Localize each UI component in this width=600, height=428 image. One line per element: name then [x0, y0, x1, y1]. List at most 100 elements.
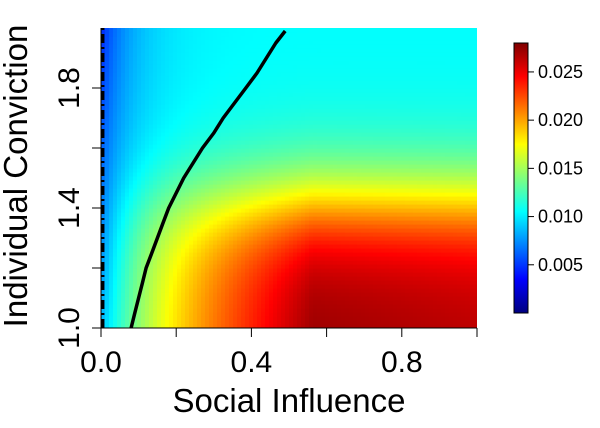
heatmap-cell — [321, 320, 326, 325]
heatmap-cell — [345, 96, 350, 101]
heatmap-cell — [153, 280, 158, 285]
heatmap-cell — [265, 36, 270, 41]
heatmap-cell — [245, 176, 250, 181]
heatmap-cell — [137, 244, 142, 249]
heatmap-cell — [265, 88, 270, 93]
heatmap-cell — [325, 148, 330, 153]
heatmap-cell — [317, 308, 322, 313]
heatmap-cell — [113, 128, 118, 133]
heatmap-cell — [153, 272, 158, 277]
heatmap-cell — [337, 104, 342, 109]
heatmap-cell — [141, 300, 146, 305]
heatmap-cell — [253, 192, 258, 197]
heatmap-cell — [285, 76, 290, 81]
heatmap-cell — [349, 220, 354, 225]
heatmap-cell — [317, 112, 322, 117]
heatmap-cell — [201, 232, 206, 237]
heatmap-cell — [341, 208, 346, 213]
heatmap-cell — [261, 136, 266, 141]
heatmap-cell — [173, 264, 178, 269]
heatmap-cell — [245, 60, 250, 65]
heatmap-cell — [361, 232, 366, 237]
heatmap-cell — [225, 316, 230, 321]
heatmap-cell — [309, 28, 314, 33]
heatmap-cell — [357, 176, 362, 181]
heatmap-cell — [193, 68, 198, 73]
heatmap-cell — [301, 28, 306, 33]
heatmap-cell — [113, 208, 118, 213]
heatmap-cell — [145, 128, 150, 133]
heatmap-cell — [153, 112, 158, 117]
heatmap-cell — [289, 180, 294, 185]
heatmap-cell — [209, 272, 214, 277]
heatmap-cell — [209, 104, 214, 109]
heatmap-cell — [201, 208, 206, 213]
heatmap-cell — [361, 296, 366, 301]
heatmap-cell — [161, 64, 166, 69]
heatmap-cell — [149, 276, 154, 281]
heatmap-cell — [341, 256, 346, 261]
heatmap-cell — [305, 164, 310, 169]
heatmap-cell — [141, 236, 146, 241]
heatmap-cell — [257, 180, 262, 185]
heatmap-cell — [301, 168, 306, 173]
heatmap-cell — [129, 60, 134, 65]
heatmap-cell — [113, 300, 118, 305]
heatmap-cell — [169, 104, 174, 109]
heatmap-cell — [233, 148, 238, 153]
heatmap-cell — [309, 272, 314, 277]
heatmap-cell — [177, 280, 182, 285]
heatmap-cell — [225, 220, 230, 225]
heatmap-cell — [157, 284, 162, 289]
heatmap-cell — [177, 140, 182, 145]
heatmap-cell — [225, 72, 230, 77]
heatmap-cell — [209, 260, 214, 265]
heatmap-cell — [125, 120, 130, 125]
heatmap-cell — [201, 228, 206, 233]
heatmap-cell — [109, 56, 114, 61]
heatmap-cell — [185, 28, 190, 33]
heatmap-cell — [149, 216, 154, 221]
heatmap-cell — [349, 128, 354, 133]
heatmap-cell — [157, 60, 162, 65]
heatmap-cell — [221, 256, 226, 261]
heatmap-cell — [297, 60, 302, 65]
heatmap-cell — [209, 40, 214, 45]
heatmap-cell — [357, 288, 362, 293]
heatmap-cell — [185, 88, 190, 93]
heatmap-cell — [141, 60, 146, 65]
heatmap-cell — [297, 228, 302, 233]
heatmap-cell — [177, 64, 182, 69]
heatmap-cell — [145, 288, 150, 293]
heatmap-cell — [269, 240, 274, 245]
heatmap-cell — [233, 84, 238, 89]
heatmap-cell — [141, 216, 146, 221]
heatmap-cell — [105, 96, 110, 101]
heatmap-cell — [349, 296, 354, 301]
heatmap-cell — [253, 280, 258, 285]
heatmap-cell — [245, 300, 250, 305]
heatmap-cell — [209, 240, 214, 245]
heatmap-cell — [305, 176, 310, 181]
heatmap-cell — [225, 152, 230, 157]
heatmap-cell — [193, 324, 198, 328]
heatmap-cell — [117, 256, 122, 261]
heatmap-cell — [341, 48, 346, 53]
heatmap-cell — [245, 164, 250, 169]
heatmap-cell — [253, 212, 258, 217]
heatmap-cell — [109, 36, 114, 41]
heatmap-cell — [113, 44, 118, 49]
heatmap-cell — [333, 116, 338, 121]
heatmap-cell — [205, 264, 210, 269]
heatmap-cell — [245, 192, 250, 197]
heatmap-cell — [225, 248, 230, 253]
heatmap-cell — [333, 204, 338, 209]
heatmap-cell — [317, 216, 322, 221]
heatmap-cell — [217, 104, 222, 109]
heatmap-cell — [189, 40, 194, 45]
heatmap-cell — [345, 256, 350, 261]
heatmap-cell — [357, 132, 362, 137]
heatmap-cell — [197, 92, 202, 97]
heatmap-cell — [277, 192, 282, 197]
heatmap-cell — [317, 200, 322, 205]
